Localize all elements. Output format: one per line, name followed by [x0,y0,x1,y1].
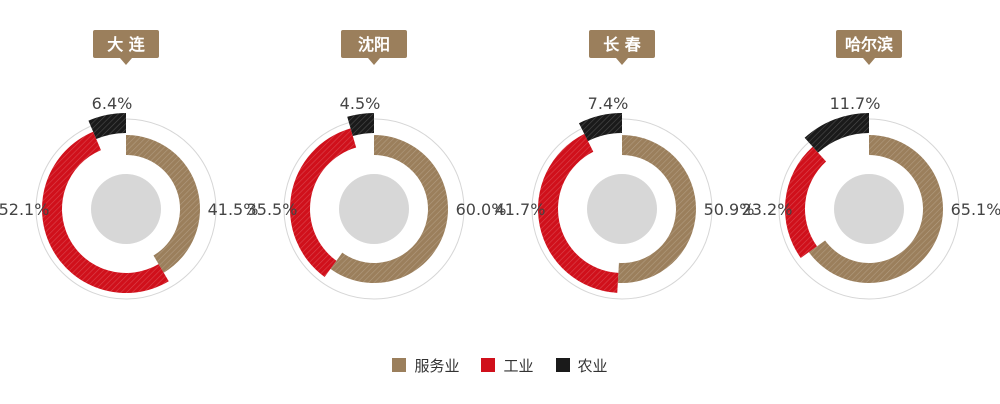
legend-swatch-industry [481,358,496,372]
slice-hatch-agriculture [578,113,622,142]
slice-hatch-agriculture [804,113,869,153]
city-name: 沈阳 [358,35,390,54]
center-disk [834,174,904,244]
data-label-service: 60.0% [456,200,507,219]
slice-hatch-service [126,135,201,273]
slice-hatch-industry [41,131,169,294]
legend-item-agriculture: 农业 [555,355,608,376]
data-label-industry: 41.7% [495,200,546,219]
legend-label-service: 服务业 [414,356,460,375]
city-name: 长 春 [603,35,642,54]
slice-hatch-agriculture [88,113,126,140]
city-tag-pointer [863,58,875,65]
slice-hatch-service [617,135,696,283]
donut-chart-3: 50.9% 41.7% 7.4% 长 春 [495,30,755,300]
slice-hatch-industry [785,146,827,258]
city-tag [93,30,159,58]
donut-chart-2: 60.0% 35.5% 4.5% 沈阳 [247,30,507,300]
slice-hatch-industry [290,128,357,277]
legend-label-industry: 工业 [503,356,534,375]
city-tag-pointer [616,58,628,65]
legend-item-industry: 工业 [481,355,534,376]
data-label-agriculture: 7.4% [588,94,629,113]
legend-swatch-service [392,358,407,372]
donut-chart-4: 65.1% 23.2% 11.7% 哈尔滨 [742,30,1000,300]
data-label-service: 41.5% [208,200,259,219]
slice-hatch-service [330,135,448,283]
data-label-industry: 52.1% [0,200,49,219]
data-label-service: 50.9% [704,200,755,219]
center-disk [91,174,161,244]
legend-label-agriculture: 农业 [577,356,608,375]
data-label-service: 65.1% [951,200,1000,219]
city-name: 哈尔滨 [845,35,893,54]
slice-hatch-agriculture [347,113,374,137]
data-label-agriculture: 11.7% [830,94,881,113]
legend: 服务业 工业 农业 [0,350,1000,380]
city-tag [589,30,655,58]
center-disk [339,174,409,244]
city-name: 大 连 [107,35,146,54]
center-disk [587,174,657,244]
city-tag [836,30,902,58]
legend-swatch-agriculture [555,358,570,372]
slice-hatch-service [808,135,944,284]
data-label-industry: 23.2% [742,200,793,219]
data-label-agriculture: 4.5% [340,94,381,113]
data-label-agriculture: 6.4% [92,94,133,113]
data-label-industry: 35.5% [247,200,298,219]
slice-hatch-industry [538,133,619,293]
donut-chart-1: 41.5% 52.1% 6.4% 大 连 [0,30,259,300]
city-tag-pointer [368,58,380,65]
city-tag-pointer [120,58,132,65]
city-tag [341,30,407,58]
legend-item-service: 服务业 [392,355,459,376]
